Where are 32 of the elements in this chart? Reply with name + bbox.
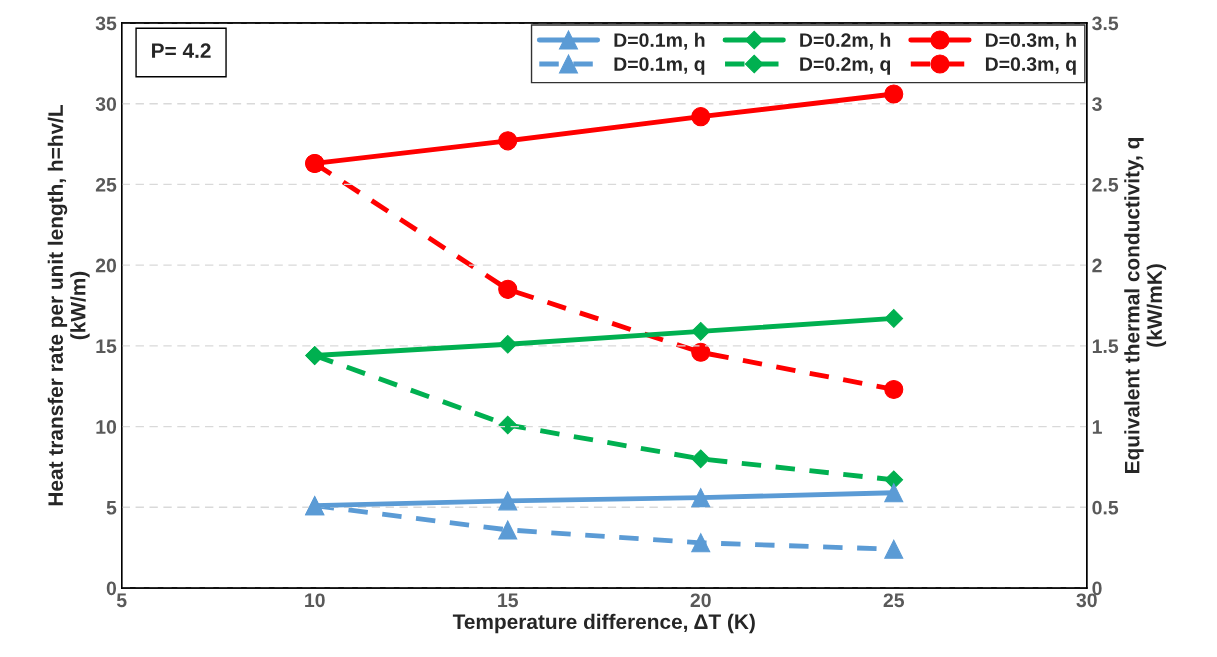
y-axis-title: Heat transfer rate per unit length, h=hv/L (kW/m)	[47, 104, 90, 506]
x-tick-label: 15	[498, 593, 519, 608]
y2-tick-label: 3.5	[1092, 16, 1119, 31]
x-tick-label: 5	[116, 593, 127, 608]
legend-label: D=0.3m, h	[985, 32, 1076, 50]
y2-tick-label: 2.5	[1092, 177, 1119, 192]
y2-axis-title: Equivalent thermal conductivity, q (kW/mK)	[1124, 138, 1167, 473]
y-tick-label: 0	[106, 581, 117, 596]
x-tick-label: 30	[1076, 593, 1097, 608]
x-tick-label: 25	[883, 593, 905, 608]
annotation: P= 4.2	[152, 43, 211, 58]
x-axis-title: Temperature difference, ΔT (K)	[452, 613, 755, 634]
y2-tick-label: 0	[1092, 581, 1102, 596]
x-tick-label: 20	[690, 593, 711, 608]
y-tick-label: 25	[95, 177, 117, 192]
y2-tick-label: 1	[1092, 420, 1102, 434]
y-tick-label: 20	[95, 258, 117, 273]
legend-label: D=0.1m, h	[614, 32, 705, 50]
y-tick-label: 10	[96, 420, 117, 434]
y2-tick-label: 1.5	[1092, 339, 1119, 354]
legend-label: D=0.3m, q	[985, 57, 1076, 75]
x-tick-label: 10	[305, 593, 325, 608]
y2-tick-label: 0.5	[1092, 500, 1119, 515]
legend-label: D=0.2m, h	[800, 32, 891, 50]
y-tick-label: 30	[95, 97, 117, 111]
legend-label: D=0.1m, q	[614, 57, 705, 75]
y-tick-label: 35	[95, 16, 117, 31]
y-tick-label: 5	[106, 500, 117, 515]
legend-label: D=0.2m, q	[800, 57, 891, 75]
y-tick-label: 15	[96, 339, 117, 354]
y2-tick-label: 3	[1092, 97, 1102, 111]
y2-tick-label: 2	[1092, 258, 1102, 273]
